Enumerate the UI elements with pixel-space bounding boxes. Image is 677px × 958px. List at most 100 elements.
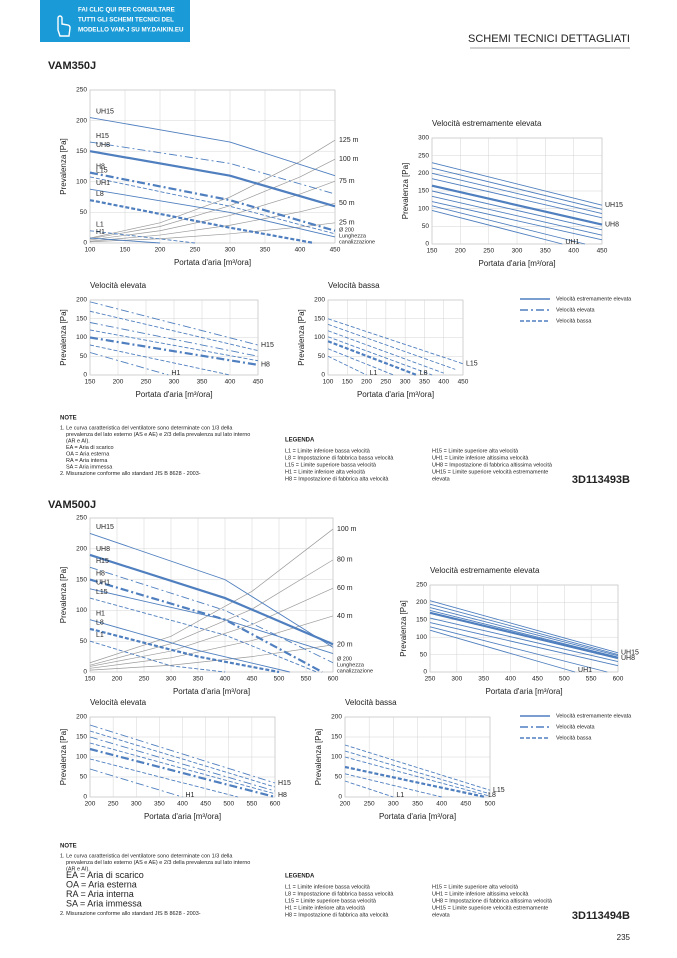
fan-curve xyxy=(89,237,161,244)
x-tick-label: 350 xyxy=(419,379,430,386)
x-tick-label: 200 xyxy=(455,248,466,255)
x-tick-label: 450 xyxy=(330,247,341,254)
x-tick-label: 550 xyxy=(246,801,257,808)
note-line: 2. Misurazione conforme allo standard JI… xyxy=(60,471,201,477)
x-tick-label: 450 xyxy=(253,379,264,386)
duct-label: 50 m xyxy=(339,200,355,207)
curve-label: UH1 xyxy=(578,667,592,674)
x-axis-label: Portata d'aria [m³/ora] xyxy=(379,812,456,821)
fan-curve xyxy=(344,744,491,791)
banner-line[interactable]: FAI CLIC QUI PER CONSULTARE xyxy=(78,7,175,14)
duct-label: 80 m xyxy=(337,557,353,564)
y-tick-label: 200 xyxy=(76,714,87,721)
x-tick-label: 250 xyxy=(108,801,119,808)
fan-curve xyxy=(89,553,334,646)
x-axis-label: Portata d'aria [m³/ora] xyxy=(173,687,250,696)
curve-label: H8 xyxy=(261,362,270,369)
fan-curve xyxy=(89,176,336,235)
fan-curve xyxy=(327,355,367,376)
x-tick-label: 300 xyxy=(512,248,523,255)
y-tick-label: 150 xyxy=(331,734,342,741)
header-title: SCHEMI TECNICI DETTAGLIATI xyxy=(468,33,630,45)
x-tick-label: 250 xyxy=(425,676,436,683)
x-tick-label: 150 xyxy=(85,676,96,683)
legend-line: H8 = Impostazione di fabbrica alta veloc… xyxy=(285,912,389,918)
fan-curve xyxy=(89,310,259,352)
banner-line[interactable]: TUTTI GLI SCHEMI TECNICI DEL xyxy=(78,17,174,24)
curve-label: UH15 xyxy=(621,650,639,657)
x-tick-label: 250 xyxy=(380,379,391,386)
y-tick-label: 200 xyxy=(314,297,325,304)
fan-curve xyxy=(327,340,418,377)
legend-line: H1 = Limite inferiore alta velocità xyxy=(285,905,366,911)
x-tick-label: 450 xyxy=(597,248,608,255)
fan-curve xyxy=(344,756,491,797)
duct-label: 40 m xyxy=(337,613,353,620)
fan-curve xyxy=(89,730,276,788)
y-tick-label: 100 xyxy=(418,205,429,212)
fan-curve xyxy=(327,336,433,376)
fan-curve xyxy=(327,323,456,370)
fan-curve xyxy=(89,322,259,357)
drawing-code: 3D113493B xyxy=(572,474,630,486)
banner-bg[interactable] xyxy=(40,0,190,42)
fan-curve xyxy=(429,622,619,667)
y-tick-label: 200 xyxy=(76,546,87,553)
y-tick-label: 200 xyxy=(76,297,87,304)
fan-curve xyxy=(431,167,603,210)
fan-curve xyxy=(429,609,619,658)
legend-line: L8 = Impostazione di fabbrica bassa velo… xyxy=(285,455,394,461)
curve-label: UH15 xyxy=(605,202,623,209)
y-tick-label: 100 xyxy=(416,634,427,641)
curve-label: H1 xyxy=(186,792,195,799)
duct-note: Ø 200 xyxy=(339,227,354,233)
y-tick-label: 50 xyxy=(335,774,343,781)
x-tick-label: 150 xyxy=(120,247,131,254)
curve-label: L15 xyxy=(466,361,478,368)
fan-curve xyxy=(429,629,576,673)
fan-curve xyxy=(344,773,442,798)
y-tick-label: 250 xyxy=(76,87,87,94)
x-tick-label: 350 xyxy=(478,676,489,683)
y-tick-label: 100 xyxy=(76,179,87,186)
y-tick-label: 150 xyxy=(76,315,87,322)
y-tick-label: 300 xyxy=(418,135,429,142)
fan-curve xyxy=(89,758,239,798)
note-line: OA = Aria esterna xyxy=(66,879,137,889)
duct-note: canalizzazione xyxy=(339,239,375,245)
hand-icon[interactable] xyxy=(57,15,71,37)
fan-curve xyxy=(89,566,334,664)
legend-line: L1 = Limite inferiore bassa velocità xyxy=(285,884,371,890)
note-line: OA = Aria esterna xyxy=(66,451,110,457)
fan-curve xyxy=(89,597,317,673)
curve-label: H8 xyxy=(96,570,105,577)
x-tick-label: 400 xyxy=(295,247,306,254)
model-title: VAM500J xyxy=(48,499,96,511)
x-tick-label: 100 xyxy=(323,379,334,386)
legend-line: H1 = Limite inferiore alta velocità xyxy=(285,469,366,475)
banner-line[interactable]: MODELLO VAM-J SU MY.DAIKIN.EU xyxy=(78,27,184,34)
legend-label: Velocità estremamente elevata xyxy=(556,713,632,719)
curve-label: H8 xyxy=(96,163,105,170)
duct-curve xyxy=(89,202,336,242)
x-axis-label: Portata d'aria [m³/ora] xyxy=(357,390,434,399)
curve-label: UH8 xyxy=(605,221,619,228)
y-tick-label: 100 xyxy=(331,754,342,761)
y-tick-label: 50 xyxy=(80,209,88,216)
x-tick-label: 200 xyxy=(340,801,351,808)
x-tick-label: 450 xyxy=(247,676,258,683)
y-tick-label: 150 xyxy=(416,617,427,624)
fan-curve xyxy=(89,736,276,792)
legend-line: elevata xyxy=(432,476,451,482)
x-axis-label: Portata d'aria [m³/ora] xyxy=(174,258,251,267)
chart-title: Velocità bassa xyxy=(328,281,380,290)
note-line: RA = Aria interna xyxy=(66,458,108,464)
fan-curve xyxy=(431,195,603,236)
legend-heading: LEGENDA xyxy=(285,874,315,880)
chart-title: Velocità elevata xyxy=(90,698,147,707)
fan-curve xyxy=(89,768,183,798)
banner[interactable]: FAI CLIC QUI PER CONSULTARE TUTTI GLI SC… xyxy=(40,0,190,42)
curve-label: UH15 xyxy=(96,524,114,531)
duct-curve xyxy=(89,528,334,664)
